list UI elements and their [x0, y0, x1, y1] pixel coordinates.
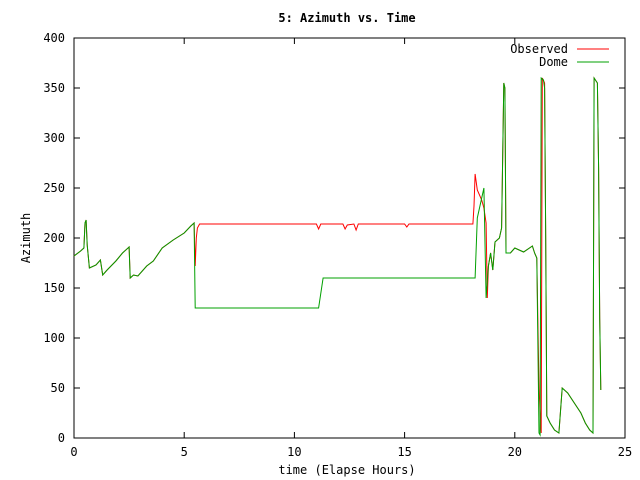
- x-tick-label: 20: [508, 445, 522, 459]
- y-tick-label: 350: [43, 81, 65, 95]
- y-tick-label: 50: [51, 381, 65, 395]
- series-line-dome: [73, 76, 602, 437]
- y-tick-label: 400: [43, 31, 65, 45]
- legend-label: Dome: [539, 55, 568, 69]
- y-axis-ticks: 0 50 100 150 200 250 300 350 400: [43, 31, 625, 445]
- chart-title: 5: Azimuth vs. Time: [278, 11, 415, 25]
- y-tick-label: 300: [43, 131, 65, 145]
- y-tick-label: 0: [58, 431, 65, 445]
- x-tick-label: 10: [287, 445, 301, 459]
- x-tick-label: 25: [618, 445, 632, 459]
- y-tick-label: 150: [43, 281, 65, 295]
- legend-label: Observed: [510, 42, 568, 56]
- x-axis-label: time (Elapse Hours): [278, 463, 415, 477]
- x-axis-ticks: 0 5 10 15 20 25: [70, 38, 632, 459]
- series-line-observed: [73, 76, 602, 435]
- x-tick-label: 5: [181, 445, 188, 459]
- x-tick-label: 15: [397, 445, 411, 459]
- y-tick-label: 250: [43, 181, 65, 195]
- y-tick-label: 100: [43, 331, 65, 345]
- x-tick-label: 0: [70, 445, 77, 459]
- series-lines: [73, 76, 602, 437]
- y-tick-label: 200: [43, 231, 65, 245]
- y-axis-label: Azimuth: [19, 213, 33, 264]
